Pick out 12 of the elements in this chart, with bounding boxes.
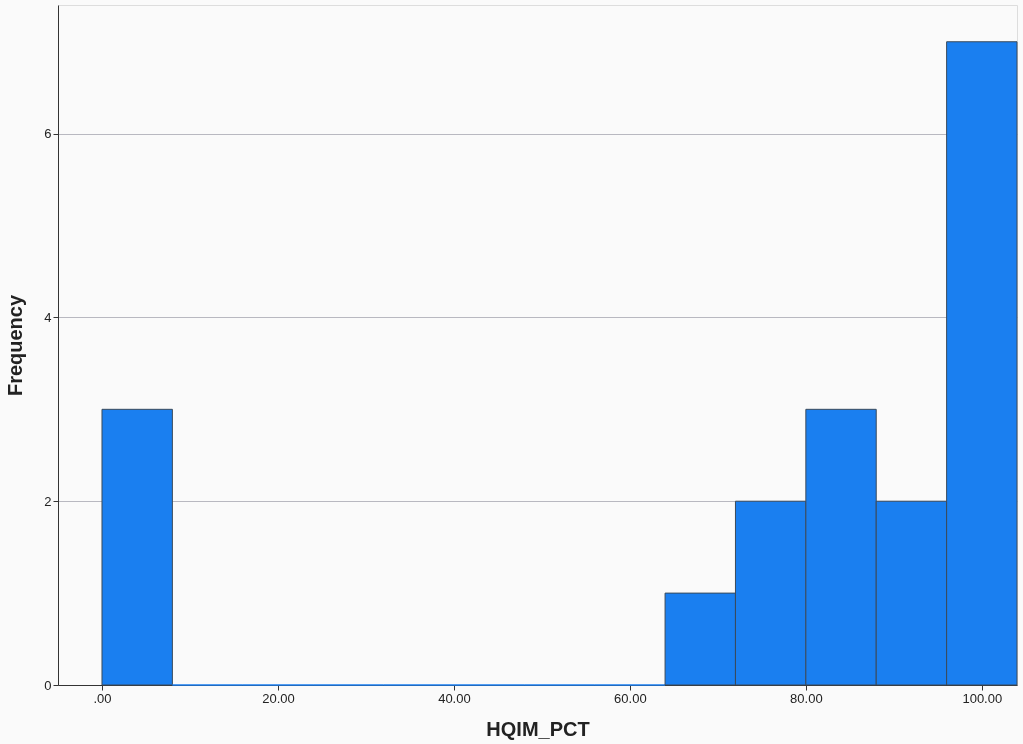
x-tick-label: 20.00: [262, 690, 295, 706]
y-tick-label: 4: [44, 309, 52, 325]
x-tick-label: 80.00: [790, 690, 823, 706]
y-tick-label: 2: [44, 493, 52, 509]
y-tick-label: 6: [44, 126, 52, 142]
y-axis-title: Frequency: [4, 294, 27, 397]
x-tick-label: 60.00: [614, 690, 647, 706]
x-tick-label: .00: [93, 690, 112, 706]
x-tick-label: 40.00: [438, 690, 471, 706]
x-axis-title: HQIM_PCT: [486, 717, 590, 740]
y-tick-label: 0: [44, 677, 52, 693]
x-tick-label: 100.00: [962, 690, 1003, 706]
